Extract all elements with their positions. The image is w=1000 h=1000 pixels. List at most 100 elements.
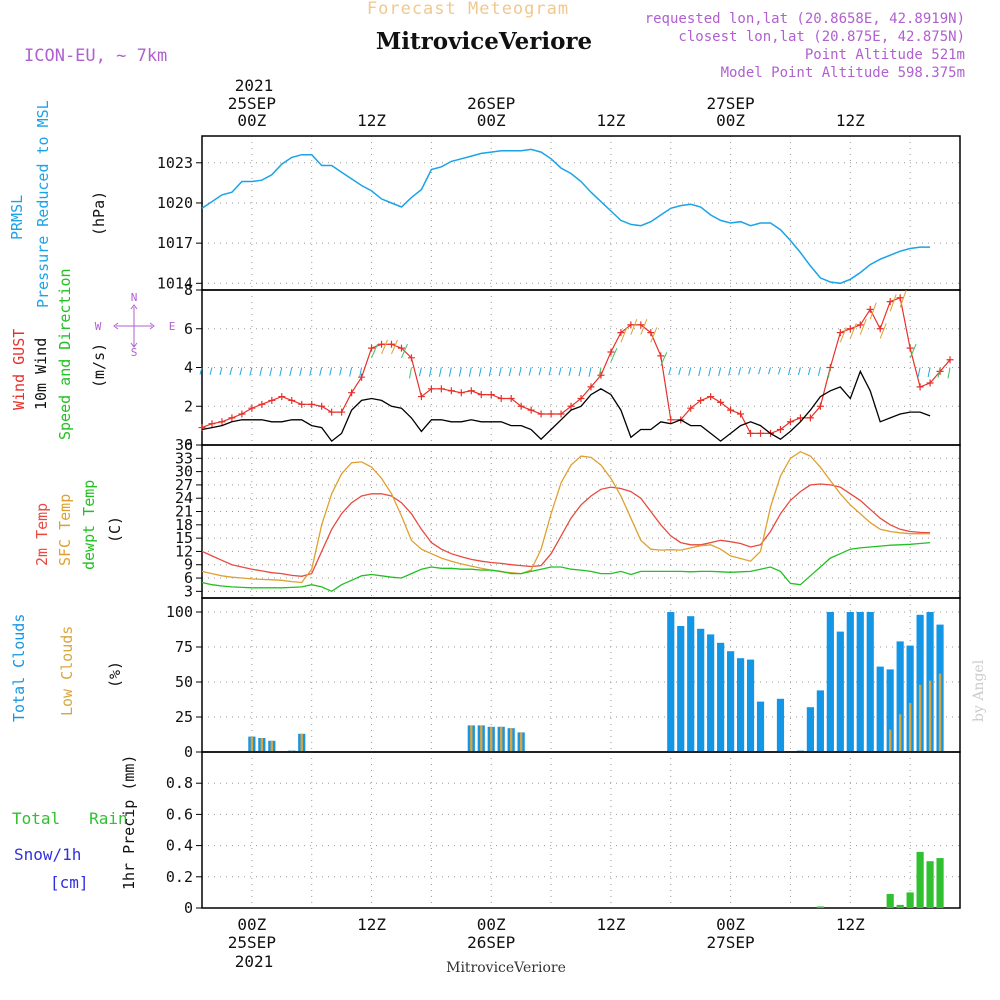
low-cloud-bar <box>908 703 912 752</box>
wind-arrow <box>339 367 343 376</box>
wind-arrow <box>807 367 811 376</box>
wind-arrow <box>418 367 422 377</box>
wind-arrow <box>279 367 283 377</box>
wind-arrow <box>391 339 398 355</box>
pressure-line <box>201 148 931 285</box>
wind-arrow <box>269 367 273 377</box>
gust-point <box>238 410 246 418</box>
y-tick-label: 0.6 <box>166 805 193 823</box>
gust-point <box>796 414 804 422</box>
wind-arrow <box>708 367 712 377</box>
precip-labels: Total Rain Snow/1h [cm] 1hr Precip (mm) <box>12 755 138 892</box>
gust-point <box>388 340 395 348</box>
top-year-label: 2021 <box>235 76 274 95</box>
gust-point <box>707 393 715 401</box>
y-tick-label: 1014 <box>157 274 193 292</box>
wind-arrow <box>371 343 379 359</box>
wind-arrow <box>401 343 408 359</box>
wind-arrow <box>620 327 628 343</box>
gust-point <box>557 410 565 418</box>
wind-labels: Wind GUST 10m Wind Speed and Direction (… <box>10 268 175 440</box>
wind-arrow <box>698 367 702 377</box>
wind-arrow <box>889 294 897 312</box>
gust-point <box>747 429 755 437</box>
wind-arrow <box>478 367 482 377</box>
wind-arrow <box>558 367 562 376</box>
total-cloud-bar <box>906 645 914 752</box>
wind-arrow <box>488 367 492 377</box>
low-cloud-bar <box>928 680 932 752</box>
station-title: MitroviceVeriore <box>376 28 592 55</box>
gust-point <box>517 402 525 410</box>
bottom-year-label: 2021 <box>235 952 274 971</box>
low-cloud-bar <box>898 714 902 752</box>
wind-arrow <box>588 367 592 377</box>
wind-line <box>201 369 931 443</box>
gust-point <box>806 414 814 422</box>
gust-point <box>298 400 306 408</box>
gust-point <box>896 294 904 302</box>
low-cloud-bar <box>270 740 274 752</box>
wind-label-gust: Wind GUST <box>10 329 28 410</box>
wind-arrow <box>660 352 668 366</box>
wind-arrow <box>869 302 877 320</box>
y-tick-label: 1020 <box>157 194 193 212</box>
gust-point <box>587 383 595 391</box>
top-time-label: 12Z <box>357 111 386 130</box>
gust-point <box>288 396 296 404</box>
gust-point <box>577 395 585 402</box>
wind-arrow <box>668 367 672 376</box>
gust-point <box>627 321 635 329</box>
top-time-label: 12Z <box>836 111 865 130</box>
gust-point <box>507 395 515 402</box>
wind-arrow <box>219 367 223 375</box>
wind-arrow <box>548 367 552 376</box>
wind-arrow <box>381 339 388 355</box>
gust-point <box>348 389 356 397</box>
compass-s-label: S <box>131 346 138 359</box>
y-tick-label: 21 <box>175 503 193 521</box>
gust-point <box>268 396 276 404</box>
wind-arrow <box>528 367 532 376</box>
gust-point <box>607 348 615 356</box>
gust-point <box>776 426 784 433</box>
low-cloud-bar <box>918 684 922 752</box>
gust-point <box>338 408 346 416</box>
total-cloud-bar <box>876 666 884 752</box>
bottom-time-label: 00Z <box>716 915 745 934</box>
panel-1: 0 2 4 6 8 <box>184 281 961 454</box>
gust-point <box>457 389 465 397</box>
rain-bar <box>926 861 934 908</box>
total-cloud-bar <box>886 669 894 752</box>
gust-point <box>657 352 665 360</box>
gust-point <box>647 329 655 337</box>
temp-label-sfc: SFC Temp <box>56 494 74 566</box>
gust-point <box>727 406 735 414</box>
temp-label-dew: dewpt Temp <box>80 480 98 570</box>
wind-arrow <box>349 367 353 377</box>
bottom-date-label: 27SEP <box>707 933 755 952</box>
panel-3: 0 25 50 75 100 <box>166 597 961 761</box>
wind-arrow <box>738 367 742 376</box>
y-tick-label: 0 <box>184 436 193 454</box>
watermark: by Angel <box>971 659 987 722</box>
wind-arrow <box>947 367 951 379</box>
wind-arrow <box>610 347 618 362</box>
precip-label-rain: Total Rain <box>12 809 128 828</box>
temp-unit: (C) <box>106 516 124 543</box>
gust-point <box>866 305 874 313</box>
low-cloud-bar <box>938 673 942 752</box>
wind-arrow <box>688 367 692 376</box>
y-tick-label: 2 <box>184 397 193 415</box>
y-tick-label: 3 <box>184 582 193 600</box>
wind-arrow <box>879 323 887 339</box>
gust-point <box>368 344 376 352</box>
total-cloud-bar <box>826 612 834 752</box>
panels: 1014101710201023024683691215182124273033… <box>157 135 961 917</box>
y-tick-label: 0.4 <box>166 837 193 855</box>
y-tick-label: 9 <box>184 556 193 574</box>
wind-arrow <box>259 367 263 376</box>
top-time-label: 00Z <box>477 111 506 130</box>
wind-arrow <box>927 367 931 378</box>
